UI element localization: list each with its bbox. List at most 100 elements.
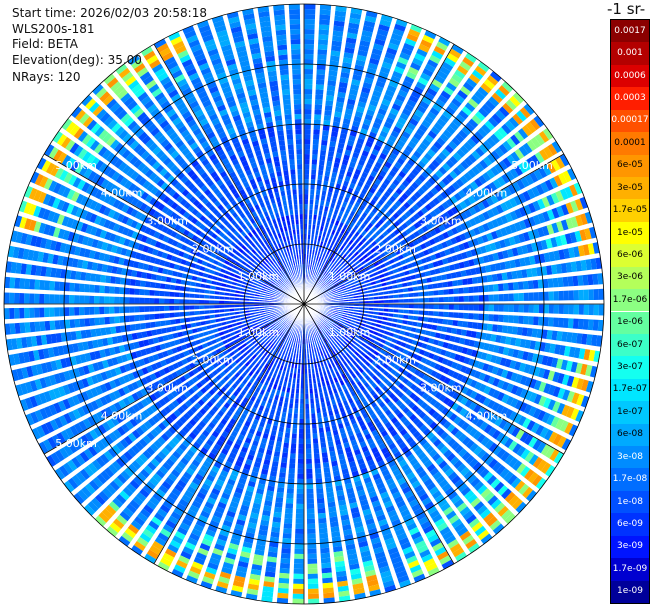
- range-gate: [370, 280, 377, 285]
- range-gate: [413, 333, 420, 340]
- range-gate: [330, 45, 342, 52]
- range-gate: [316, 179, 322, 186]
- range-gate: [277, 431, 284, 438]
- range-gate: [537, 409, 547, 421]
- range-gate: [344, 219, 351, 226]
- range-gate: [504, 358, 512, 368]
- range-gate: [355, 484, 365, 492]
- range-gate: [349, 341, 355, 347]
- range-gate: [391, 148, 400, 156]
- range-gate: [329, 450, 337, 457]
- range-gate: [565, 360, 573, 372]
- range-gate: [561, 404, 571, 417]
- range-gate: [442, 211, 451, 220]
- range-gate: [468, 258, 475, 267]
- range-gate: [328, 145, 336, 152]
- range-gate: [350, 347, 357, 353]
- range-gate: [456, 394, 465, 403]
- range-gate: [458, 304, 464, 311]
- range-gate: [576, 332, 583, 344]
- range-gate: [463, 286, 469, 294]
- range-gate: [331, 171, 338, 178]
- range-gate: [441, 357, 449, 366]
- range-gate: [382, 362, 389, 369]
- range-gate: [552, 317, 559, 328]
- range-gate: [411, 443, 421, 453]
- range-gate: [383, 295, 389, 299]
- range-gate: [420, 455, 430, 465]
- range-gate: [227, 547, 239, 556]
- range-gate: [476, 504, 489, 516]
- range-gate: [314, 458, 321, 464]
- range-gate: [427, 176, 437, 186]
- range-gate: [471, 69, 484, 81]
- range-gate: [357, 240, 364, 247]
- range-gate: [416, 104, 427, 114]
- range-gate: [521, 124, 533, 137]
- range-gate: [275, 357, 280, 364]
- range-gate: [439, 333, 446, 340]
- range-gate: [404, 449, 413, 458]
- range-gate: [474, 110, 486, 122]
- range-gate: [490, 354, 498, 364]
- range-gate: [556, 358, 564, 370]
- range-gate: [473, 215, 482, 225]
- range-gate: [537, 212, 546, 224]
- range-gate: [346, 226, 352, 233]
- range-gate: [224, 461, 233, 469]
- range-gate: [348, 362, 355, 369]
- range-gate: [318, 29, 329, 36]
- range-gate: [358, 44, 370, 52]
- range-gate: [463, 141, 473, 152]
- range-gate: [537, 166, 548, 179]
- range-gate: [348, 368, 354, 375]
- range-gate: [551, 357, 559, 368]
- range-gate: [439, 266, 446, 273]
- range-gate: [437, 355, 445, 364]
- range-gate: [559, 344, 566, 356]
- range-gate: [275, 441, 283, 448]
- range-gate: [326, 330, 331, 335]
- range-gate: [363, 381, 371, 389]
- range-gate: [358, 540, 369, 548]
- range-gate: [331, 355, 337, 362]
- range-gate: [508, 197, 518, 208]
- range-gate: [349, 12, 362, 20]
- range-gate: [531, 328, 538, 338]
- range-gate: [324, 325, 329, 330]
- range-gate: [508, 293, 514, 302]
- range-gate: [410, 326, 417, 333]
- range-gate: [409, 564, 422, 574]
- range-gate: [326, 322, 332, 328]
- range-gate: [482, 397, 492, 407]
- range-gate: [349, 563, 361, 571]
- range-gate: [337, 332, 343, 337]
- range-gate: [424, 270, 431, 277]
- range-gate: [421, 96, 432, 106]
- range-gate: [477, 529, 490, 541]
- range-gate: [416, 488, 427, 498]
- range-gate: [557, 172, 568, 185]
- range-gate: [334, 354, 340, 360]
- range-gate: [499, 467, 510, 479]
- range-gate: [332, 25, 344, 32]
- range-gate: [448, 296, 454, 302]
- range-gate: [374, 229, 382, 237]
- range-gate: [443, 288, 449, 295]
- range-gate: [346, 266, 353, 272]
- range-gate: [330, 455, 338, 462]
- range-gate: [245, 458, 254, 466]
- range-gate: [487, 375, 496, 385]
- range-gate: [421, 278, 428, 284]
- range-gate: [473, 130, 484, 141]
- range-gate: [304, 373, 308, 379]
- range-gate: [246, 526, 257, 534]
- range-gate: [503, 314, 509, 323]
- range-gate: [501, 488, 513, 500]
- range-gate: [445, 409, 454, 419]
- range-gate: [393, 363, 401, 371]
- range-gate: [322, 411, 328, 418]
- range-gate: [332, 470, 341, 477]
- range-gate: [273, 451, 281, 458]
- range-gate: [247, 480, 257, 488]
